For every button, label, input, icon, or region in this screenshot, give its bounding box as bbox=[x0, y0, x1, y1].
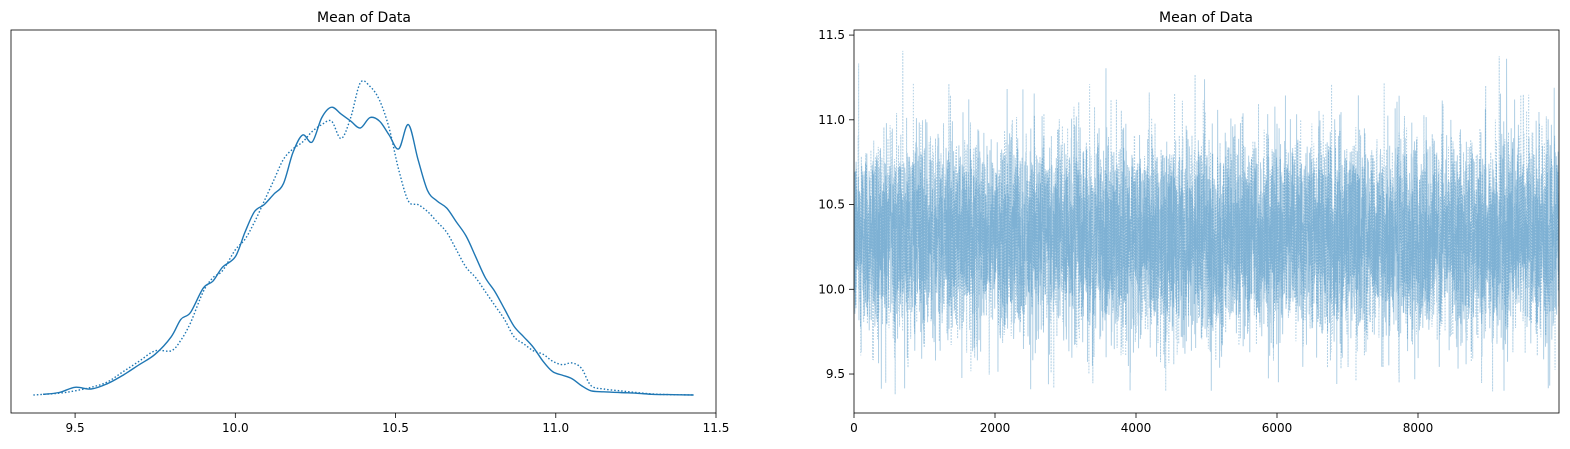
trace-x-tick-label: 4000 bbox=[1121, 421, 1152, 435]
kde-panel: Mean of Data 9.5 10.0 10.5 11.0 11.5 bbox=[10, 10, 730, 435]
trace-x-tick-label: 8000 bbox=[1403, 421, 1434, 435]
kde-x-tick-label: 10.0 bbox=[222, 421, 249, 435]
trace-axes-frame bbox=[853, 29, 1560, 414]
trace-y-tick-label: 11.5 bbox=[818, 28, 845, 42]
trace-series-solid bbox=[854, 58, 1559, 391]
trace-y-tick-label: 11.0 bbox=[818, 113, 845, 127]
kde-series-dotted bbox=[33, 80, 694, 396]
kde-axes-frame bbox=[10, 29, 717, 414]
trace-x-tick-label: 6000 bbox=[1262, 421, 1293, 435]
kde-title: Mean of Data bbox=[317, 10, 411, 26]
kde-x-tick-label: 11.0 bbox=[542, 421, 569, 435]
trace-y-ticks: 9.5 10.0 10.5 11.0 11.5 bbox=[818, 28, 854, 381]
trace-y-tick-label: 10.0 bbox=[818, 282, 845, 296]
kde-lines bbox=[33, 80, 694, 396]
kde-x-tick-label: 10.5 bbox=[382, 421, 409, 435]
trace-title: Mean of Data bbox=[1159, 10, 1253, 26]
trace-x-tick-label: 0 bbox=[850, 421, 858, 435]
trace-x-ticks: 0 2000 4000 6000 8000 bbox=[850, 413, 1433, 435]
kde-series-solid bbox=[42, 106, 694, 396]
trace-panel: Mean of Data 0 2000 4000 6000 8000 9.5 10.0 10… bbox=[818, 10, 1560, 435]
trace-y-tick-label: 9.5 bbox=[826, 367, 845, 381]
kde-x-tick-label: 11.5 bbox=[703, 421, 730, 435]
kde-x-tick-label: 9.5 bbox=[66, 421, 85, 435]
trace-y-tick-label: 10.5 bbox=[818, 198, 845, 212]
trace-x-tick-label: 2000 bbox=[980, 421, 1011, 435]
trace-lines bbox=[854, 50, 1559, 395]
kde-x-ticks: 9.5 10.0 10.5 11.0 11.5 bbox=[66, 413, 730, 435]
trace-series-dotted bbox=[854, 50, 1559, 395]
